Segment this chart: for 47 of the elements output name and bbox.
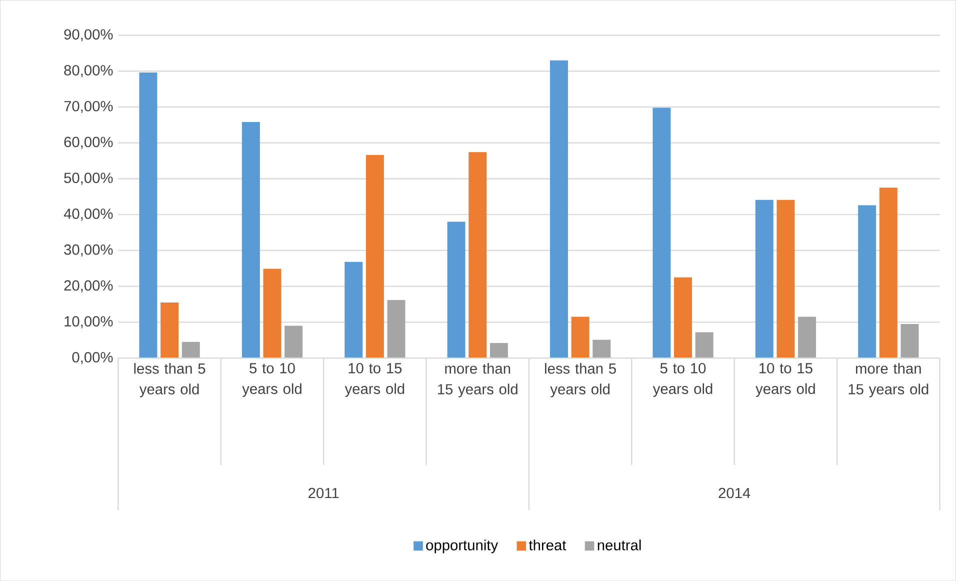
bar	[387, 300, 406, 358]
bar	[284, 326, 303, 358]
x-tick-label: 10 to 15 years old	[344, 362, 404, 397]
bar	[468, 152, 487, 358]
x-tick-label: more than 15 years old	[848, 362, 928, 398]
legend-label: neutral	[598, 539, 641, 550]
x-tick-label: 5 to 10 years old	[242, 362, 302, 397]
bar	[798, 316, 816, 358]
y-tick-label: 30,00%	[64, 244, 113, 256]
bar	[776, 200, 795, 358]
bar	[695, 332, 714, 358]
legend-label: opportunity	[426, 539, 498, 554]
y-tick-label: 80,00%	[64, 64, 113, 78]
bar	[571, 316, 590, 358]
text: 2011	[308, 488, 339, 498]
bar	[755, 200, 774, 358]
bar	[263, 268, 282, 358]
bar	[366, 154, 384, 358]
bar	[160, 302, 179, 358]
bar	[182, 342, 200, 358]
bar	[447, 222, 466, 358]
bar	[879, 188, 898, 358]
text: 2014	[718, 488, 750, 498]
y-tick-label: 50,00%	[64, 172, 113, 185]
bar	[900, 324, 919, 358]
y-tick-label: 70,00%	[64, 100, 113, 113]
y-tick-label: 90,00%	[64, 29, 113, 42]
bar	[858, 205, 876, 358]
y-tick-label: 10,00%	[64, 316, 113, 328]
bar	[674, 277, 692, 358]
x-tick-label: 5 to 10 years old	[652, 362, 712, 397]
bar	[344, 262, 363, 358]
bar	[550, 60, 568, 358]
bar	[490, 342, 508, 358]
bar	[592, 340, 611, 358]
bar	[139, 72, 158, 358]
x-tick-label: less than 5 years old	[545, 362, 616, 398]
x-tick-label: 10 to 15 years old	[756, 362, 815, 397]
bar	[242, 122, 260, 358]
legend-label: threat	[528, 539, 566, 550]
x-tick-label: more than 15 years old	[438, 362, 518, 398]
bar	[652, 108, 671, 358]
x-tick-label: less than 5 years old	[134, 362, 206, 398]
y-tick-label: 20,00%	[64, 280, 113, 292]
y-tick-label: 60,00%	[64, 136, 113, 149]
y-tick-label: 40,00%	[64, 208, 113, 221]
y-tick-label: 0,00%	[72, 352, 113, 364]
